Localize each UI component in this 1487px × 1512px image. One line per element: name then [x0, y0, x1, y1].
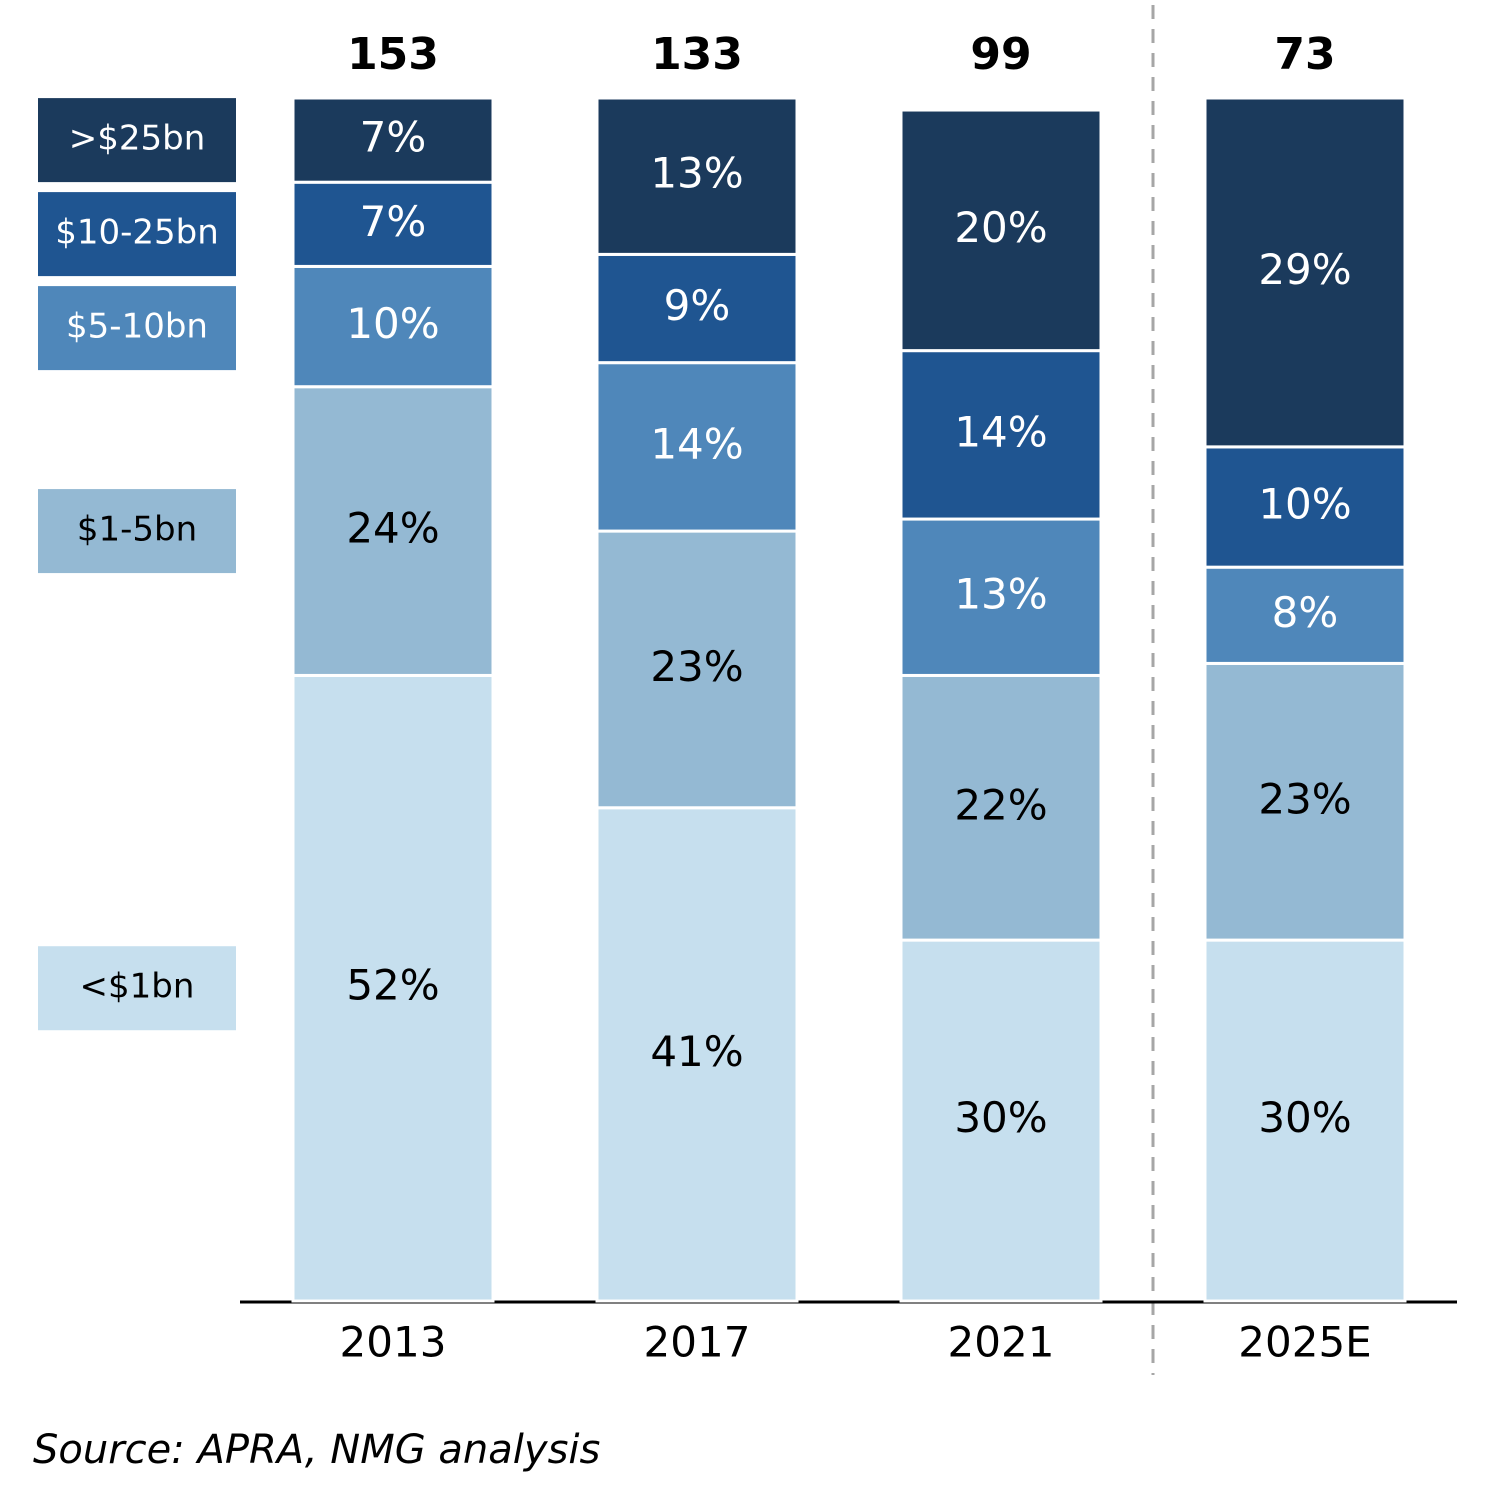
data-label: 23% [650, 642, 743, 691]
data-label: 10% [1258, 480, 1351, 529]
legend-label: $5-10bn [66, 307, 208, 347]
data-label: 8% [1272, 588, 1339, 637]
legend-swatch [38, 286, 236, 371]
bar-segment [899, 517, 1103, 677]
bar-segment [1203, 96, 1407, 449]
data-label: 30% [1258, 1093, 1351, 1142]
bar-segment [595, 806, 799, 1303]
data-label: 10% [346, 299, 439, 348]
bar-segment [595, 252, 799, 365]
bar-segment [899, 349, 1103, 521]
bar-segment [595, 361, 799, 533]
bar-segment [1203, 661, 1407, 942]
bar-segment [899, 938, 1103, 1303]
data-label: 24% [346, 504, 439, 553]
bar-segment [1203, 938, 1407, 1303]
data-label: 52% [346, 961, 439, 1010]
bar-segment [1203, 565, 1407, 665]
legend-label: >$25bn [69, 119, 206, 159]
data-label: 14% [650, 419, 743, 468]
data-label: 9% [664, 281, 731, 330]
bar-segment [595, 96, 799, 256]
total-label: 73 [1274, 29, 1335, 80]
legend-swatch [38, 192, 236, 277]
data-label: 30% [954, 1093, 1047, 1142]
source-note: Source: APRA, NMG analysis [33, 1427, 600, 1473]
data-label: 13% [650, 149, 743, 198]
legend-swatch [38, 946, 236, 1031]
bar-segment [899, 108, 1103, 353]
total-label: 133 [651, 29, 743, 80]
x-tick-label: 2025E [1238, 1318, 1371, 1367]
data-label: 7% [360, 197, 427, 246]
bar-segment [1203, 445, 1407, 569]
x-tick-label: 2013 [340, 1318, 447, 1367]
legend-label: $10-25bn [55, 213, 219, 253]
total-label: 99 [970, 29, 1031, 80]
bar-segment [291, 264, 495, 389]
bar-segment [291, 673, 495, 1303]
data-label: 20% [954, 203, 1047, 252]
bar-segment [899, 673, 1103, 942]
x-tick-label: 2021 [948, 1318, 1055, 1367]
legend-label: <$1bn [80, 967, 195, 1007]
data-label: 29% [1258, 245, 1351, 294]
x-tick-label: 2017 [644, 1318, 751, 1367]
legend-label: $1-5bn [77, 510, 197, 550]
bar-segment [291, 96, 495, 184]
data-label: 22% [954, 780, 1047, 829]
data-label: 23% [1258, 774, 1351, 823]
bar-segment [291, 180, 495, 268]
total-label: 153 [347, 29, 439, 80]
data-label: 41% [650, 1027, 743, 1076]
data-label: 13% [954, 570, 1047, 619]
legend-swatch [38, 489, 236, 574]
bar-segment [595, 529, 799, 810]
legend-swatch [38, 98, 236, 183]
data-label: 7% [360, 113, 427, 162]
data-label: 14% [954, 407, 1047, 456]
